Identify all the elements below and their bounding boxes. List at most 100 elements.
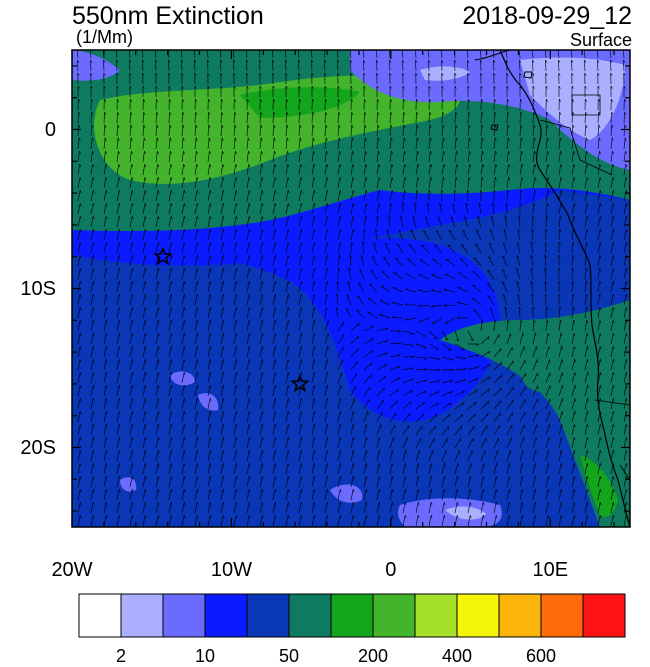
wind-arrow xyxy=(545,346,550,358)
wind-arrow xyxy=(441,85,444,97)
wind-arrow xyxy=(363,476,368,488)
wind-arrow xyxy=(350,397,356,410)
wind-arrow xyxy=(311,268,316,280)
wind-arrow xyxy=(402,377,415,384)
wind-arrow xyxy=(168,268,173,280)
wind-arrow xyxy=(207,411,212,423)
wind-arrow xyxy=(623,242,628,254)
wind-arrow xyxy=(311,437,316,449)
wind-arrow xyxy=(428,85,431,97)
wind-arrow xyxy=(363,362,373,371)
wind-arrow xyxy=(298,411,303,423)
wind-arrow xyxy=(506,175,511,189)
wind-arrow xyxy=(506,398,514,410)
wind-arrow xyxy=(155,216,160,228)
wind-arrow xyxy=(392,272,404,280)
wind-arrow xyxy=(597,216,602,228)
wind-arrow xyxy=(382,256,391,267)
wind-arrow xyxy=(272,177,277,189)
wind-arrow xyxy=(220,489,225,501)
wind-arrow xyxy=(337,450,342,462)
wind-arrow xyxy=(181,320,186,332)
wind-arrow xyxy=(285,85,288,97)
wind-arrow xyxy=(532,306,535,319)
wind-arrow xyxy=(384,242,391,254)
wind-arrow xyxy=(519,331,524,345)
wind-arrow xyxy=(311,476,316,488)
wind-arrow xyxy=(454,98,457,111)
wind-arrow xyxy=(623,307,628,319)
wind-arrow xyxy=(623,111,627,124)
wind-arrow xyxy=(103,229,108,241)
wind-arrow xyxy=(324,59,327,72)
wind-arrow xyxy=(168,177,173,189)
wind-arrow xyxy=(376,476,381,488)
wind-arrow xyxy=(558,476,563,488)
wind-arrow xyxy=(168,307,173,319)
wind-arrow xyxy=(103,111,107,124)
wind-arrow xyxy=(389,502,394,514)
wind-arrow xyxy=(298,320,303,332)
wind-arrow xyxy=(129,489,134,501)
wind-arrow xyxy=(480,59,483,72)
wind-arrow xyxy=(412,216,417,228)
datetime-label: 2018-09-29_12 xyxy=(462,2,632,30)
wind-arrow xyxy=(90,437,95,449)
colorbar-label: 200 xyxy=(357,646,389,666)
wind-arrow xyxy=(168,190,173,202)
wind-arrow xyxy=(389,424,396,436)
wind-arrow xyxy=(245,50,248,59)
wind-arrow xyxy=(350,335,360,345)
wind-arrow xyxy=(246,190,251,202)
wind-arrow xyxy=(350,123,354,137)
wind-arrow xyxy=(259,85,262,97)
wind-arrow xyxy=(90,111,94,124)
wind-arrow xyxy=(77,150,81,163)
wind-arrow xyxy=(259,229,264,241)
wind-arrow xyxy=(298,294,303,306)
wind-arrow xyxy=(545,177,550,189)
star-marker xyxy=(153,246,173,266)
wind-arrow xyxy=(116,268,121,280)
wind-arrow xyxy=(272,150,276,163)
wind-arrow xyxy=(623,411,628,423)
wind-arrow xyxy=(437,216,443,228)
wind-arrow xyxy=(311,123,315,137)
wind-arrow xyxy=(350,385,357,397)
wind-arrow xyxy=(545,359,551,371)
wind-arrow xyxy=(207,216,212,228)
wind-arrow xyxy=(350,424,355,436)
wind-arrow xyxy=(467,59,470,72)
wind-arrow xyxy=(571,346,576,358)
wind-arrow xyxy=(596,50,599,59)
wind-arrow xyxy=(311,255,316,267)
wind-arrow xyxy=(363,190,368,202)
wind-arrow xyxy=(285,281,290,293)
wind-arrow xyxy=(376,515,381,527)
wind-arrow xyxy=(116,85,119,97)
wind-arrow xyxy=(506,502,511,514)
wind-arrow xyxy=(272,372,277,384)
wind-arrow xyxy=(345,293,352,306)
wind-arrow xyxy=(311,242,316,254)
wind-arrow xyxy=(492,201,495,215)
wind-arrow xyxy=(519,59,522,72)
wind-arrow xyxy=(478,201,482,215)
wind-arrow xyxy=(220,437,225,449)
wind-arrow xyxy=(350,85,353,97)
wind-arrow xyxy=(168,398,173,410)
wind-arrow xyxy=(376,59,379,72)
wind-arrow xyxy=(116,163,121,176)
wind-arrow xyxy=(272,489,277,501)
wind-arrow xyxy=(233,268,238,280)
wind-arrow xyxy=(480,476,485,488)
wind-arrow xyxy=(298,346,303,358)
wind-arrow xyxy=(207,281,212,293)
wind-arrow xyxy=(545,515,550,527)
wind-arrow xyxy=(194,515,199,527)
wind-arrow xyxy=(298,229,303,241)
wind-arrow xyxy=(194,359,199,371)
wind-arrow xyxy=(155,333,160,345)
wind-arrow xyxy=(142,320,147,332)
wind-arrow xyxy=(467,438,474,449)
